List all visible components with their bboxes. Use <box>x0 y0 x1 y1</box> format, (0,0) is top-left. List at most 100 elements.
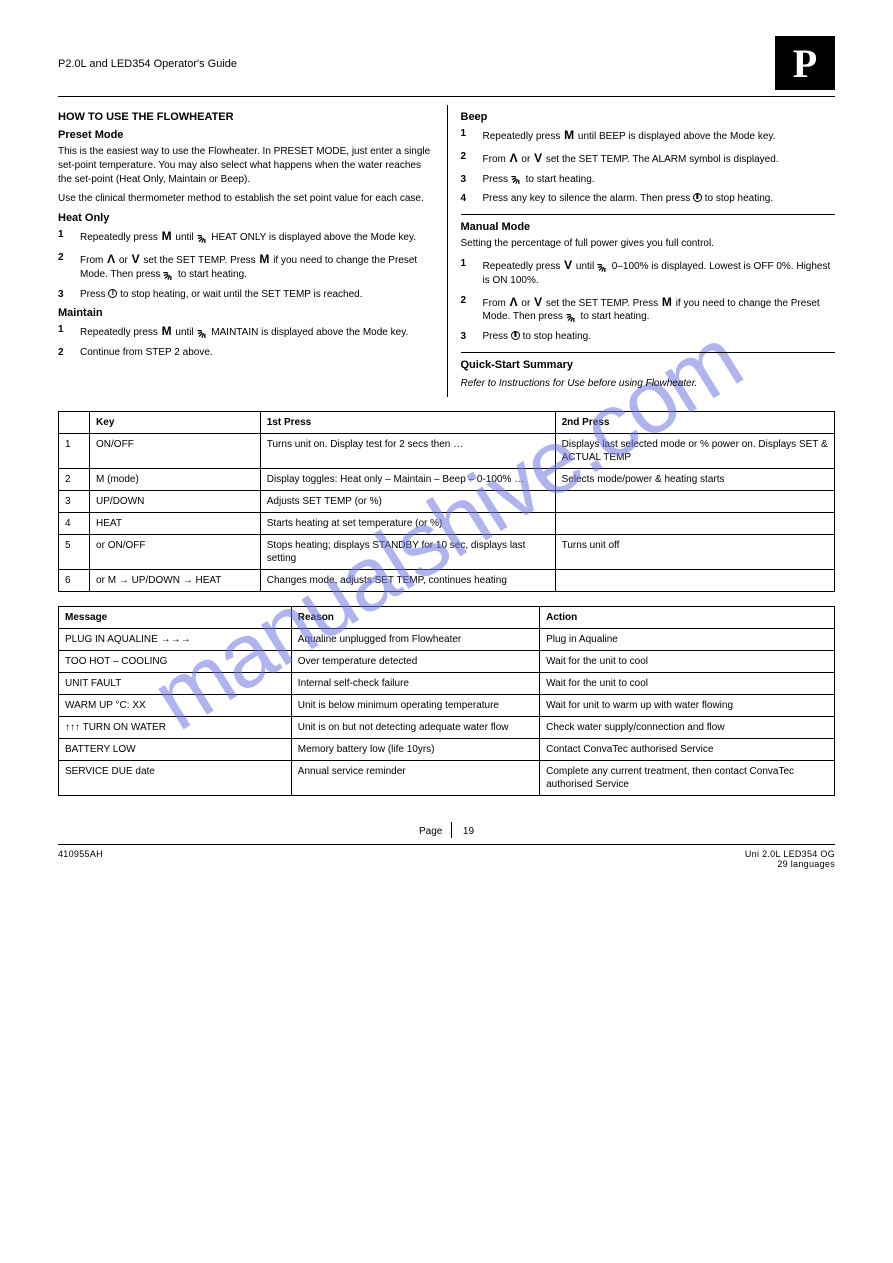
td: or ON/OFF <box>90 534 261 569</box>
td: Check water supply/connection and flow <box>540 716 835 738</box>
td: 1 <box>59 433 90 468</box>
down-icon: V <box>533 151 543 165</box>
td: Wait for unit to warm up with water flow… <box>540 694 835 716</box>
step-text: Press to start heating. <box>483 174 595 185</box>
td: Contact ConvaTec authorised Service <box>540 738 835 760</box>
table-row: 5or ON/OFFStops heating; displays STANDB… <box>59 534 835 569</box>
page-number: Page 19 <box>58 822 835 838</box>
td: Changes mode, adjusts SET TEMP, continue… <box>260 569 555 591</box>
paragraph: This is the easiest way to use the Flowh… <box>58 145 433 186</box>
step-text: Press to stop heating. <box>483 331 592 342</box>
th <box>59 411 90 433</box>
footer-right-1: Uni 2.0L LED354 OG <box>745 849 835 859</box>
td: 4 <box>59 512 90 534</box>
table-header-row: Message Reason Action <box>59 606 835 628</box>
step: 3 Press to start heating. <box>461 173 836 187</box>
heat-rays-icon <box>163 269 175 280</box>
down-icon: V <box>533 295 543 309</box>
separator <box>461 352 836 353</box>
step-text: From Λ or V set the SET TEMP. The ALARM … <box>483 154 779 165</box>
subsection-beep: Beep <box>461 111 836 123</box>
header-title: P2.0L and LED354 Operator's Guide <box>58 36 237 70</box>
steps-manual: 1 Repeatedly press V until 0–100% is dis… <box>461 257 836 344</box>
step-text: Press to stop heating, or wait until the… <box>80 289 362 300</box>
steps-beep: 1 Repeatedly press M until BEEP is displ… <box>461 127 836 206</box>
th: Action <box>540 606 835 628</box>
subsection-maintain: Maintain <box>58 307 433 319</box>
mode-icon: M <box>161 229 173 243</box>
td: Over temperature detected <box>291 650 539 672</box>
step: 1 Repeatedly press M until BEEP is displ… <box>461 127 836 144</box>
mode-icon: M <box>258 252 270 266</box>
footer-right: Uni 2.0L LED354 OG 29 languages <box>745 849 835 869</box>
subsection-preset: Preset Mode <box>58 129 433 141</box>
step: 3 Press to stop heating. <box>461 330 836 344</box>
td: Plug in Aqualine <box>540 628 835 650</box>
table-row: ↑↑↑ TURN ON WATERUnit is on but not dete… <box>59 716 835 738</box>
step: 2 Continue from STEP 2 above. <box>58 346 433 360</box>
step-text: Repeatedly press M until MAINTAIN is dis… <box>80 327 408 338</box>
power-icon <box>511 331 520 340</box>
heat-rays-icon <box>511 173 523 184</box>
step-text: Repeatedly press M until BEEP is display… <box>483 131 776 142</box>
td: TOO HOT – COOLING <box>59 650 292 672</box>
header: P2.0L and LED354 Operator's Guide P <box>58 36 835 90</box>
page-label: Page <box>419 826 442 837</box>
step-text: Repeatedly press V until 0–100% is displ… <box>483 261 831 286</box>
heat-rays-icon <box>197 327 209 338</box>
td: UNIT FAULT <box>59 672 292 694</box>
td: Unit is on but not detecting adequate wa… <box>291 716 539 738</box>
column-right: Beep 1 Repeatedly press M until BEEP is … <box>447 105 836 397</box>
step: 1 Repeatedly press V until 0–100% is dis… <box>461 257 836 288</box>
two-column-body: HOW TO USE THE FLOWHEATER Preset Mode Th… <box>58 105 835 397</box>
td <box>555 569 834 591</box>
td: Stops heating; displays STANDBY for 10 s… <box>260 534 555 569</box>
td: BATTERY LOW <box>59 738 292 760</box>
mode-icon: M <box>161 324 173 338</box>
th: Reason <box>291 606 539 628</box>
td <box>555 490 834 512</box>
td: M (mode) <box>90 468 261 490</box>
td: Internal self-check failure <box>291 672 539 694</box>
step-text: From Λ or V set the SET TEMP. Press M if… <box>80 255 417 280</box>
td: Turns unit off <box>555 534 834 569</box>
paragraph: Setting the percentage of full power giv… <box>461 237 836 251</box>
td: Annual service reminder <box>291 760 539 795</box>
td: or M → UP/DOWN → HEAT <box>90 569 261 591</box>
table-row: WARM UP °C: XXUnit is below minimum oper… <box>59 694 835 716</box>
table-header-row: Key 1st Press 2nd Press <box>59 411 835 433</box>
th: 1st Press <box>260 411 555 433</box>
td: ↑↑↑ TURN ON WATER <box>59 716 292 738</box>
subsection-quickstart: Quick-Start Summary <box>461 359 836 371</box>
td: 6 <box>59 569 90 591</box>
td: Memory battery low (life 10yrs) <box>291 738 539 760</box>
footer-right-2: 29 languages <box>777 859 835 869</box>
step-text: Press any key to silence the alarm. Then… <box>483 193 774 204</box>
td: Aqualine unplugged from Flowheater <box>291 628 539 650</box>
step-text: From Λ or V set the SET TEMP. Press M if… <box>483 298 820 323</box>
mode-icon: M <box>563 128 575 142</box>
table-row: TOO HOT – COOLINGOver temperature detect… <box>59 650 835 672</box>
footer-bar: 410955AH Uni 2.0L LED354 OG 29 languages <box>58 844 835 869</box>
td: Turns unit on. Display test for 2 secs t… <box>260 433 555 468</box>
td: ON/OFF <box>90 433 261 468</box>
td: UP/DOWN <box>90 490 261 512</box>
td: HEAT <box>90 512 261 534</box>
table-row: 3UP/DOWNAdjusts SET TEMP (or %) <box>59 490 835 512</box>
th: Key <box>90 411 261 433</box>
step: 1 Repeatedly press M until MAINTAIN is d… <box>58 323 433 340</box>
up-icon: Λ <box>509 151 519 165</box>
steps-maintain: 1 Repeatedly press M until MAINTAIN is d… <box>58 323 433 360</box>
td: Adjusts SET TEMP (or %) <box>260 490 555 512</box>
td: Unit is below minimum operating temperat… <box>291 694 539 716</box>
td: 3 <box>59 490 90 512</box>
mode-icon: M <box>661 295 673 309</box>
paragraph: Use the clinical thermometer method to e… <box>58 192 433 206</box>
th: 2nd Press <box>555 411 834 433</box>
steps-heatonly: 1 Repeatedly press M until HEAT ONLY is … <box>58 228 433 301</box>
power-icon <box>693 193 702 202</box>
table-row: UNIT FAULTInternal self-check failureWai… <box>59 672 835 694</box>
heat-rays-icon <box>197 232 209 243</box>
step: 2 From Λ or V set the SET TEMP. The ALAR… <box>461 150 836 167</box>
up-icon: Λ <box>106 252 116 266</box>
